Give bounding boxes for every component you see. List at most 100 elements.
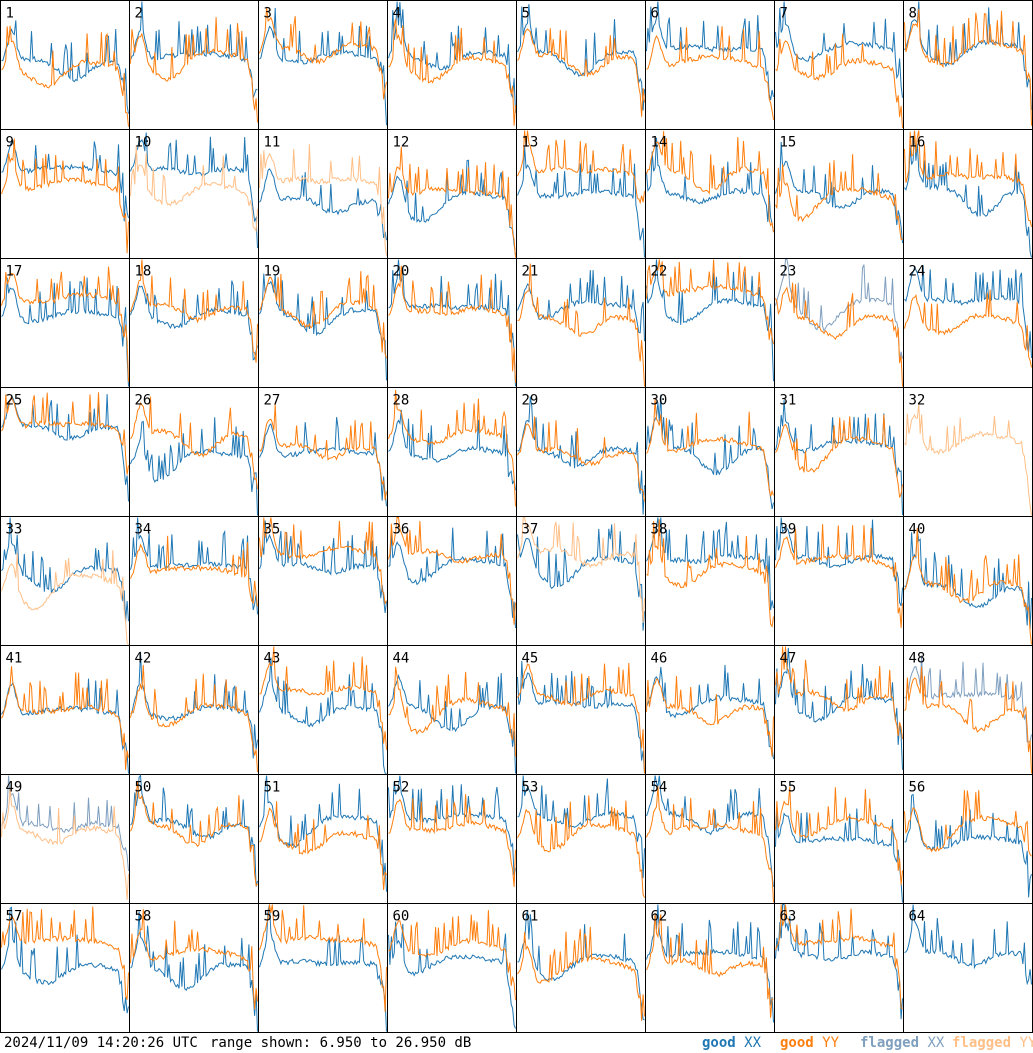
trace-xx	[388, 159, 516, 255]
panel-label: 32	[909, 393, 926, 409]
trace-yy	[259, 6, 387, 100]
panel-31: 31	[774, 387, 904, 517]
panel-11: 11	[258, 129, 388, 259]
panel-frame	[0, 774, 130, 904]
panel-64: 64	[903, 903, 1033, 1033]
panel-frame	[645, 645, 775, 775]
trace-yy	[904, 8, 1032, 126]
trace-yy	[646, 259, 774, 345]
panel-label: 15	[780, 135, 797, 151]
panel-label: 61	[522, 909, 539, 925]
trace-yy	[1, 906, 129, 1000]
trace-yy	[517, 795, 645, 898]
trace-yy	[1, 666, 129, 771]
panel-51: 51	[258, 774, 388, 904]
panel-label: 41	[6, 651, 23, 667]
panel-42: 42	[129, 645, 259, 775]
panel-20: 20	[387, 258, 517, 388]
panel-frame	[516, 0, 646, 130]
trace-yy	[388, 794, 516, 887]
panel-label: 53	[522, 780, 539, 796]
trace-yy	[517, 517, 645, 624]
trace-yy	[775, 646, 903, 740]
trace-yy	[775, 524, 903, 628]
trace-yy	[259, 801, 387, 890]
trace-yy	[130, 17, 258, 123]
panel-frame	[258, 903, 388, 1033]
panel-62: 62	[645, 903, 775, 1033]
trace-xx	[904, 1, 1032, 110]
panel-label: 49	[6, 780, 23, 796]
trace-yy	[259, 144, 387, 256]
legend-good-yy-prefix: good	[780, 1035, 823, 1051]
panel-25: 25	[0, 387, 130, 517]
trace-yy	[259, 404, 387, 500]
trace-xx	[646, 664, 774, 760]
panel-label: 56	[909, 780, 926, 796]
panel-label: 62	[651, 909, 668, 925]
panel-label: 60	[393, 909, 410, 925]
trace-xx	[904, 793, 1032, 898]
trace-xx	[1, 517, 129, 623]
timestamp: 2024/11/09 14:20:26 UTC	[4, 1035, 198, 1051]
trace-xx	[517, 775, 645, 879]
panel-label: 10	[135, 135, 152, 151]
trace-xx	[775, 141, 903, 243]
panel-14: 14	[645, 129, 775, 259]
trace-yy	[259, 646, 387, 750]
panel-frame	[129, 0, 259, 130]
panel-label: 17	[6, 264, 23, 280]
trace-xx	[130, 911, 258, 1032]
panel-40: 40	[903, 516, 1033, 646]
panel-frame	[645, 387, 775, 517]
panel-label: 57	[6, 909, 23, 925]
trace-yy	[1, 392, 129, 475]
panel-label: 33	[6, 522, 23, 538]
trace-yy	[388, 666, 516, 757]
trace-yy	[904, 404, 1032, 516]
trace-yy	[259, 517, 387, 605]
panel-frame	[258, 129, 388, 259]
panel-label: 51	[264, 780, 281, 796]
panel-frame	[903, 387, 1033, 517]
legend-flagged-yy: flagged YY	[952, 1033, 1033, 1053]
panel-label: 50	[135, 780, 152, 796]
trace-yy	[388, 265, 516, 383]
panel-7: 7	[774, 0, 904, 130]
trace-xx	[259, 273, 387, 381]
panel-24: 24	[903, 258, 1033, 388]
trace-yy	[646, 131, 774, 233]
panel-60: 60	[387, 903, 517, 1033]
panel-59: 59	[258, 903, 388, 1033]
trace-yy	[646, 399, 774, 497]
panel-frame	[129, 258, 259, 388]
panel-32: 32	[903, 387, 1033, 517]
panel-label: 47	[780, 651, 797, 667]
trace-yy	[259, 904, 387, 1012]
panel-5: 5	[516, 0, 646, 130]
panel-19: 19	[258, 258, 388, 388]
panel-8: 8	[903, 0, 1033, 130]
panel-55: 55	[774, 774, 904, 904]
panel-label: 38	[651, 522, 668, 538]
trace-yy	[517, 263, 645, 387]
panel-frame	[129, 774, 259, 904]
panel-frame	[0, 129, 130, 259]
panel-39: 39	[774, 516, 904, 646]
panel-label: 22	[651, 264, 668, 280]
trace-yy	[904, 130, 1032, 228]
panel-2: 2	[129, 0, 259, 130]
panel-47: 47	[774, 645, 904, 775]
panel-18: 18	[129, 258, 259, 388]
trace-yy	[517, 130, 645, 205]
panel-4: 4	[387, 0, 517, 130]
trace-yy	[1, 138, 129, 254]
panel-6: 6	[645, 0, 775, 130]
panel-16: 16	[903, 129, 1033, 259]
trace-yy	[130, 535, 258, 607]
panel-label: 4	[393, 6, 401, 22]
panel-label: 19	[264, 264, 281, 280]
panel-44: 44	[387, 645, 517, 775]
trace-xx	[130, 651, 258, 759]
panel-label: 9	[6, 135, 14, 151]
